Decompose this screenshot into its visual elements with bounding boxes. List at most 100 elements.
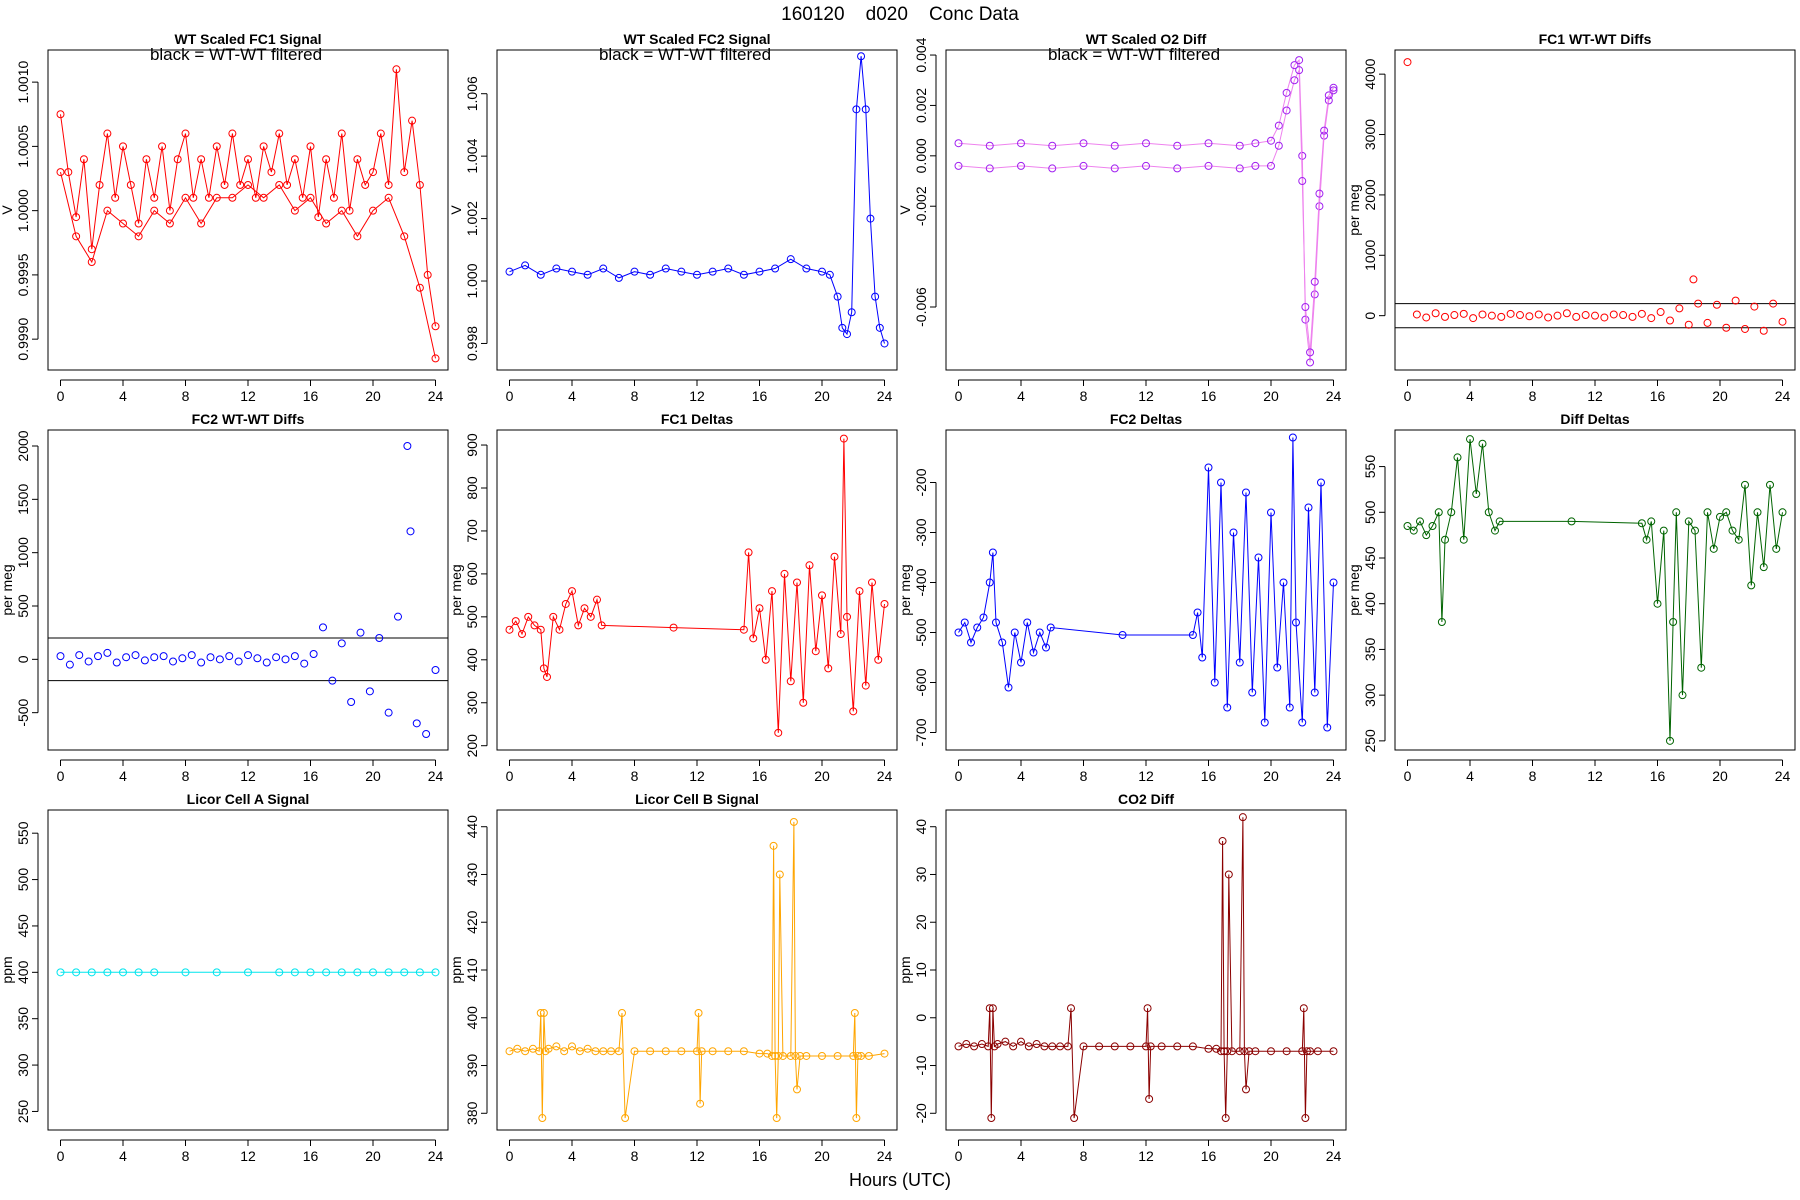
data-point [1437,618,1446,626]
data-point [962,1040,971,1049]
data-point [549,612,558,621]
data-point [799,698,808,707]
data-point [1267,508,1275,517]
data-point [329,193,338,202]
data-point [768,1051,776,1060]
data-point [75,651,84,660]
data-point [431,322,440,331]
data-layer [505,817,889,1123]
data-point [169,657,177,666]
data-point [1282,88,1291,97]
data-point [158,142,167,151]
data-point [677,267,686,276]
data-point [197,155,206,164]
data-point [1310,290,1319,299]
data-point [1029,648,1038,657]
x-tick-label: 8 [1080,1148,1088,1164]
data-point [852,1114,861,1123]
x-tick-label: 0 [1404,388,1412,404]
data-point [1472,490,1481,498]
y-tick-label: 2000 [15,430,31,461]
data-point [861,681,870,690]
data-point [583,1044,592,1053]
data-point [772,1114,781,1123]
data-point [1173,1042,1182,1051]
y-tick-label: 430 [464,863,480,887]
plot-frame [496,809,898,1131]
data-point [1306,358,1315,367]
x-tick-label: 16 [1650,388,1666,404]
data-point [56,110,65,119]
panel-title: WT Scaled O2 Diff [1086,31,1207,47]
x-tick-label: 12 [1138,1148,1154,1164]
data-point [1766,480,1774,489]
y-tick-label: -500 [15,698,31,726]
data-point [1434,508,1443,517]
data-point [1659,526,1668,535]
data-point [1497,312,1506,321]
data-point [134,968,143,977]
data-point [400,232,409,241]
data-point [1329,83,1338,92]
data-point [1562,309,1571,318]
y-axis-label: per meg [897,564,913,615]
data-point [244,155,252,164]
data-point [1204,139,1213,148]
data-point [824,664,833,673]
data-point [775,870,784,879]
data-point [724,1047,733,1056]
data-point [1001,1037,1010,1046]
data-point [412,719,421,728]
data-point [319,623,327,632]
data-point [1567,517,1576,526]
x-tick-label: 20 [1712,388,1728,404]
data-point [345,206,354,215]
panel-p11: CO2 Diff 0 4 8 12 16 20 24 -20 -10 0 10 20 30 40 ppm [897,791,1347,1164]
data-point [774,728,783,737]
data-point [1409,526,1418,535]
data-point [376,129,385,138]
data-point [220,180,229,189]
data-point [1716,512,1724,521]
data-point [1079,161,1088,170]
x-tick-label: 24 [1326,1148,1342,1164]
data-point [661,264,670,273]
data-point [1254,553,1263,562]
y-tick-label: 350 [15,1007,31,1031]
data-point [337,639,346,648]
x-tick-label: 4 [1017,388,1025,404]
y-tick-label: 500 [15,868,31,892]
y-axis-label: per meg [1346,564,1362,615]
data-point [1204,161,1213,170]
data-point [669,623,678,632]
data-point [802,264,811,273]
data-point [1217,1047,1225,1056]
data-point [1694,299,1703,308]
data-point [1282,106,1291,115]
data-point [1734,535,1743,544]
data-point [394,612,402,621]
data-point [739,625,748,634]
y-tick-label: 1.000 [464,263,480,298]
data-point [786,255,795,264]
data-point [697,1047,706,1056]
data-point [818,1051,826,1060]
x-tick-label: 24 [428,388,444,404]
data-point [290,652,299,661]
plot-frame [945,809,1347,1131]
data-point [322,219,331,228]
data-point [1600,313,1609,322]
x-tick-label: 16 [303,768,319,784]
y-tick-label: 3000 [1362,119,1378,150]
data-point [1666,316,1674,325]
x-tick-label: 8 [631,388,639,404]
data-point [181,129,190,138]
data-point [1441,535,1449,544]
data-point [1712,300,1721,309]
data-point [422,730,431,738]
data-point [95,180,104,189]
data-point [1251,161,1260,170]
data-point [830,552,839,561]
data-point [1235,141,1244,150]
